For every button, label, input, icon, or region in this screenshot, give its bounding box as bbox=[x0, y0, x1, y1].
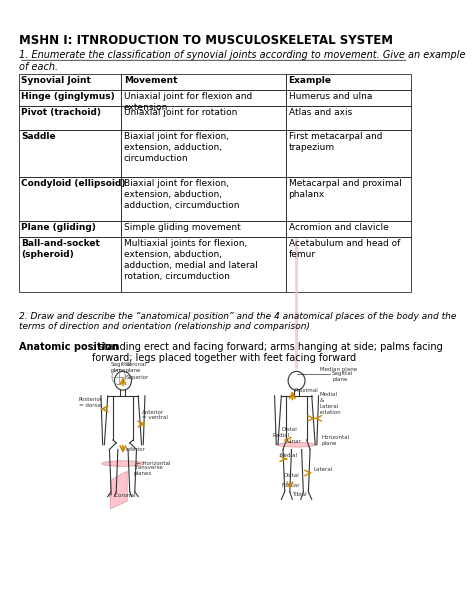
Text: Biaxial joint for flexion,
extension, abduction,
adduction, circumduction: Biaxial joint for flexion, extension, ab… bbox=[124, 179, 239, 210]
Bar bbox=[19, 74, 121, 90]
Text: 1. Enumerate the classification of synovial joints according to movement. Give a: 1. Enumerate the classification of synov… bbox=[19, 50, 465, 72]
Text: Transverse
planes: Transverse planes bbox=[133, 465, 163, 476]
Ellipse shape bbox=[102, 461, 144, 466]
Text: Anterior
= ventral: Anterior = ventral bbox=[142, 409, 167, 421]
Text: Atlas and axis: Atlas and axis bbox=[289, 108, 352, 117]
Bar bbox=[19, 177, 121, 221]
Text: Saddle: Saddle bbox=[21, 132, 56, 140]
Text: Posterior
= dorsal: Posterior = dorsal bbox=[79, 397, 103, 408]
Text: Acetabulum and head of
femur: Acetabulum and head of femur bbox=[289, 238, 400, 259]
Text: Ulnar: Ulnar bbox=[286, 439, 301, 444]
Bar bbox=[286, 90, 410, 106]
Text: Sagittal
plane: Sagittal plane bbox=[332, 371, 353, 382]
Text: Superior: Superior bbox=[126, 375, 149, 380]
Text: Median plane: Median plane bbox=[320, 367, 357, 372]
Text: Distal: Distal bbox=[283, 473, 299, 478]
Text: ← Horizontal: ← Horizontal bbox=[137, 460, 171, 465]
Text: Synovial Joint: Synovial Joint bbox=[21, 76, 91, 85]
Bar bbox=[286, 129, 410, 177]
Text: Metacarpal and proximal
phalanx: Metacarpal and proximal phalanx bbox=[289, 179, 401, 199]
Text: Hinge (ginglymus): Hinge (ginglymus) bbox=[21, 92, 115, 101]
Text: Distal: Distal bbox=[282, 427, 297, 432]
Text: Medial: Medial bbox=[280, 453, 298, 458]
Text: Medial
&
Lateral
rotation: Medial & Lateral rotation bbox=[319, 392, 341, 414]
Bar bbox=[286, 177, 410, 221]
Ellipse shape bbox=[277, 443, 316, 447]
Bar bbox=[121, 177, 286, 221]
Text: MSHN I: ITNRODUCTION TO MUSCULOSKELETAL SYSTEM: MSHN I: ITNRODUCTION TO MUSCULOSKELETAL … bbox=[19, 34, 393, 47]
Text: Movement: Movement bbox=[124, 76, 177, 85]
Text: Pivot (trachoid): Pivot (trachoid) bbox=[21, 108, 101, 117]
Text: Multiaxial joints for flexion,
extension, abduction,
adduction, medial and later: Multiaxial joints for flexion, extension… bbox=[124, 238, 257, 281]
Bar bbox=[19, 106, 121, 129]
Text: Anatomic position: Anatomic position bbox=[19, 341, 118, 352]
Text: Example: Example bbox=[289, 76, 331, 85]
Text: Biaxial joint for flexion,
extension, adduction,
circumduction: Biaxial joint for flexion, extension, ad… bbox=[124, 132, 229, 163]
Text: Inferior: Inferior bbox=[126, 447, 146, 452]
Bar bbox=[19, 129, 121, 177]
Bar bbox=[19, 221, 121, 237]
Bar bbox=[121, 90, 286, 106]
Text: : standing erect and facing forward; arms hanging at side; palms facing forward;: : standing erect and facing forward; arm… bbox=[92, 341, 443, 364]
Bar bbox=[19, 237, 121, 292]
Text: First metacarpal and
trapezium: First metacarpal and trapezium bbox=[289, 132, 382, 151]
Bar bbox=[286, 221, 410, 237]
Bar bbox=[19, 90, 121, 106]
Text: 2. Draw and describe the “anatomical position” and the 4 anatomical places of th: 2. Draw and describe the “anatomical pos… bbox=[19, 312, 456, 332]
Text: Sagittal
plane: Sagittal plane bbox=[110, 362, 131, 373]
Bar bbox=[121, 221, 286, 237]
Text: Condyloid (ellipsoid): Condyloid (ellipsoid) bbox=[21, 179, 126, 188]
Text: Ball-and-socket
(spheroid): Ball-and-socket (spheroid) bbox=[21, 238, 100, 259]
Text: Proximal: Proximal bbox=[295, 388, 319, 393]
Bar bbox=[121, 106, 286, 129]
Text: Fibular: Fibular bbox=[282, 483, 300, 488]
Bar bbox=[295, 238, 298, 370]
Text: Tibial: Tibial bbox=[292, 492, 307, 497]
Text: Coronal
plane: Coronal plane bbox=[126, 362, 146, 373]
Text: Lateral: Lateral bbox=[313, 467, 333, 472]
Polygon shape bbox=[110, 471, 127, 509]
Text: Simple gliding movement: Simple gliding movement bbox=[124, 223, 241, 232]
Text: Uniaxial joint for flexion and
extension: Uniaxial joint for flexion and extension bbox=[124, 92, 252, 112]
Bar bbox=[286, 106, 410, 129]
Text: Plane (gliding): Plane (gliding) bbox=[21, 223, 96, 232]
Text: Humerus and ulna: Humerus and ulna bbox=[289, 92, 372, 101]
Text: Uniaxial joint for rotation: Uniaxial joint for rotation bbox=[124, 108, 237, 117]
Bar bbox=[121, 74, 286, 90]
Text: Radial: Radial bbox=[273, 433, 290, 438]
Bar bbox=[286, 74, 410, 90]
Text: Acromion and clavicle: Acromion and clavicle bbox=[289, 223, 388, 232]
Text: Horizontal
plane: Horizontal plane bbox=[322, 435, 350, 446]
Text: ↗ Coronal: ↗ Coronal bbox=[108, 492, 135, 498]
Bar bbox=[121, 237, 286, 292]
Bar bbox=[286, 237, 410, 292]
Bar bbox=[121, 129, 286, 177]
